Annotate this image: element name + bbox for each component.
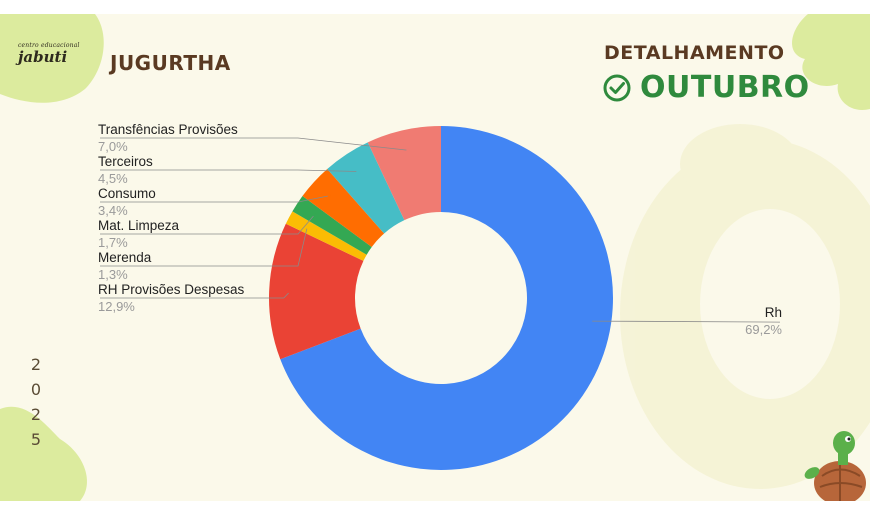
check-circle-icon	[603, 74, 631, 101]
leader-dot	[312, 213, 317, 217]
school-name: JUGURTHA	[110, 51, 231, 75]
slice-label: Merenda	[98, 250, 152, 265]
donut-slice[interactable]	[302, 168, 385, 248]
year-vertical: 2 0 2 5	[28, 352, 44, 452]
slice-label: RH Provisões Despesas	[98, 282, 245, 297]
donut-slice[interactable]	[268, 223, 364, 360]
slide: centro educacional jabuti JUGURTHA DETAL…	[0, 14, 870, 501]
year-digit: 0	[30, 380, 42, 399]
slice-percent: 1,3%	[98, 267, 128, 282]
slice-percent: 3,4%	[98, 203, 128, 218]
donut-slice[interactable]	[292, 196, 372, 255]
leader-line	[590, 320, 781, 323]
leader-line	[100, 227, 308, 267]
slice-percent: 12,9%	[98, 299, 135, 314]
slice-label: Rh	[765, 305, 782, 320]
turtle-watermark-decor	[620, 124, 870, 489]
leader-line	[100, 169, 358, 172]
top-right-leaf-decor	[792, 14, 870, 110]
detail-title: DETALHAMENTO	[604, 42, 785, 64]
slice-label: Consumo	[98, 186, 156, 201]
donut-slice[interactable]	[367, 126, 441, 221]
year-digit: 2	[30, 355, 42, 374]
leader-dot	[327, 194, 331, 198]
slice-percent: 69,2%	[745, 322, 782, 337]
slice-label: Terceiros	[98, 154, 153, 169]
leader-line	[100, 195, 330, 203]
turtle-mascot	[804, 431, 866, 501]
donut-slice[interactable]	[327, 142, 405, 234]
donut-chart: Transfências Provisões 7,0%Terceiros 4,5%C…	[98, 122, 782, 470]
leader-dot	[288, 290, 292, 294]
logo-title: jabuti	[18, 48, 68, 66]
donut-slice[interactable]	[285, 211, 367, 261]
slice-labels: Transfências Provisões 7,0%Terceiros 4,5%C…	[98, 122, 782, 337]
slice-percent: 4,5%	[98, 171, 128, 186]
logo-subtitle: centro educacional	[18, 42, 80, 49]
leader-line	[100, 214, 315, 235]
top-left-leaf-decor	[0, 14, 104, 103]
brand-logo: centro educacional jabuti	[18, 42, 82, 66]
leader-dot	[588, 319, 593, 323]
leader-line	[100, 291, 291, 299]
background-decor	[0, 14, 870, 501]
slice-percent: 7,0%	[98, 139, 128, 154]
donut-slice[interactable]	[280, 126, 613, 470]
year-digit: 2	[30, 405, 42, 424]
bottom-left-blob-decor	[0, 406, 88, 501]
slice-label: Transfências Provisões	[98, 122, 238, 137]
leader-dot	[406, 148, 410, 152]
month-heading: OUTUBRO	[602, 70, 810, 105]
year-digit: 5	[30, 430, 42, 449]
month-title: OUTUBRO	[640, 70, 810, 105]
donut-slices	[268, 126, 613, 470]
slice-percent: 1,7%	[98, 235, 128, 250]
slice-label: Mat. Limpeza	[98, 218, 180, 233]
leader-lines	[100, 137, 781, 323]
leader-dot	[305, 225, 309, 229]
leader-dot	[356, 169, 360, 174]
leader-line	[100, 137, 409, 151]
